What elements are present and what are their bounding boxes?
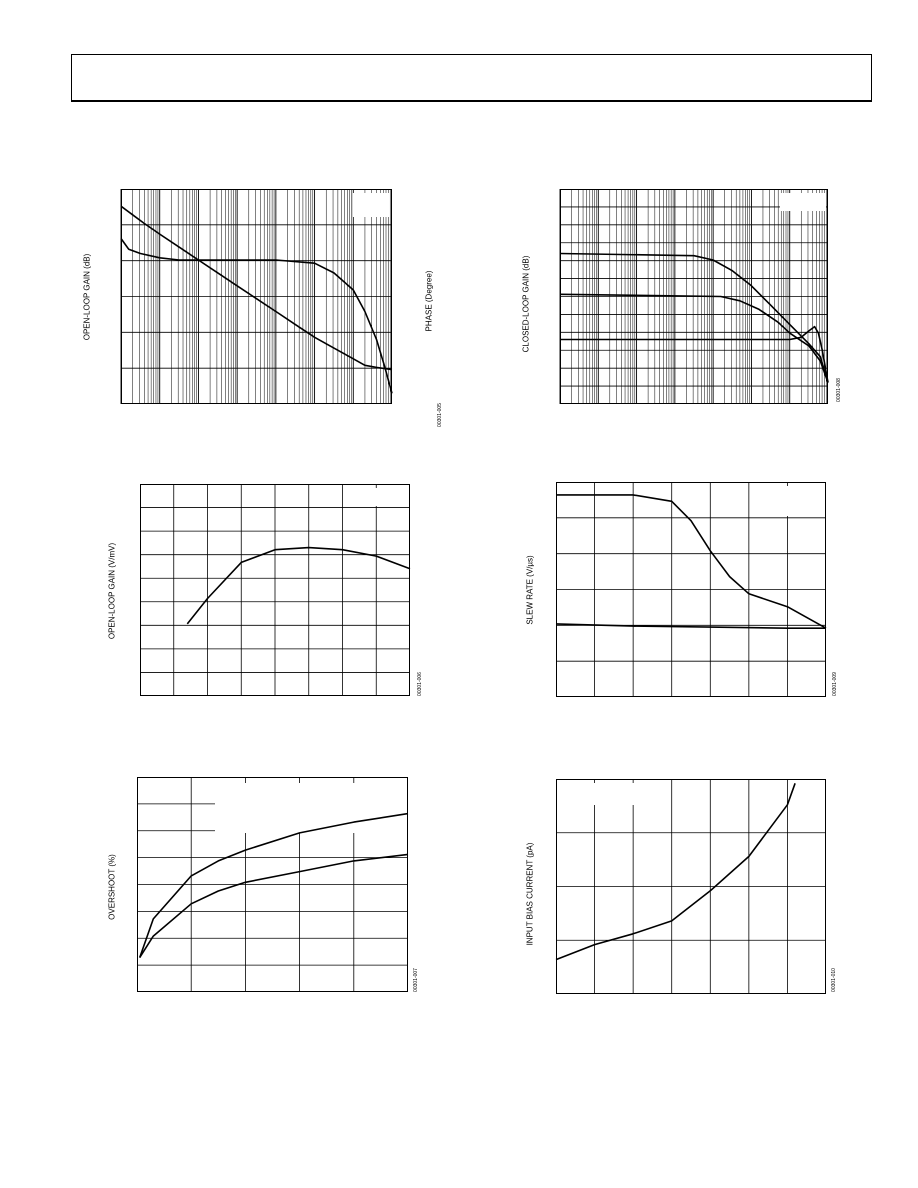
plot-frame — [137, 777, 408, 992]
chart5-ylabel: OVERSHOOT (%) — [107, 854, 117, 920]
chart4-ylabel: SLEW RATE (V/µs) — [525, 555, 535, 625]
grid — [140, 484, 410, 696]
header-box — [71, 54, 872, 102]
series-line-1 — [555, 783, 796, 961]
series-line-2 — [559, 293, 829, 383]
series-line-2 — [120, 238, 393, 394]
chart1-y2label: PHASE (Degree) — [424, 270, 434, 332]
chart1-figure-code: 00301-005 — [437, 403, 443, 427]
legend-box — [215, 783, 407, 833]
plot-frame — [560, 189, 828, 404]
chart2-figure-code: 00301-008 — [836, 378, 842, 402]
legend-box — [588, 783, 648, 805]
grid — [559, 189, 828, 404]
chart5-figure-code: 00301-007 — [413, 968, 419, 992]
plot-frame — [556, 779, 826, 994]
series-line-1 — [186, 546, 411, 625]
open-loop-gain-vmv-chart — [140, 484, 411, 696]
chart6-figure-code: 00301-010 — [831, 968, 837, 992]
overshoot-chart — [137, 777, 409, 992]
series-line-3 — [560, 325, 829, 383]
grid — [556, 779, 826, 994]
chart6-ylabel: INPUT BIAS CURRENT (pA) — [525, 842, 535, 946]
series-line-1 — [138, 812, 409, 958]
closed-loop-gain-chart — [559, 189, 829, 404]
series-line-2 — [139, 853, 409, 959]
series-line-1 — [120, 205, 393, 371]
plot-frame — [556, 482, 826, 697]
chart4-figure-code: 00301-009 — [832, 672, 838, 696]
chart3-ylabel: OPEN-LOOP GAIN (V/mV) — [107, 542, 117, 640]
chart2-ylabel: CLOSED-LOOP GAIN (dB) — [521, 255, 531, 353]
legend-box — [358, 488, 408, 506]
legend-box — [780, 193, 826, 211]
legend-box — [770, 486, 824, 516]
open-loop-gain-phase-chart — [120, 189, 393, 404]
plot-frame — [121, 189, 392, 404]
plot-frame — [140, 484, 410, 696]
grid — [120, 189, 392, 404]
legend-box — [353, 193, 389, 217]
series-line-1 — [559, 252, 829, 383]
slew-rate-chart — [555, 482, 827, 697]
input-bias-current-chart — [555, 779, 826, 994]
grid — [556, 482, 826, 697]
chart3-figure-code: 00301-006 — [417, 672, 423, 696]
series-line-2 — [555, 623, 826, 629]
series-line-1 — [556, 494, 827, 629]
chart1-ylabel: OPEN-LOOP GAIN (dB) — [82, 253, 92, 341]
